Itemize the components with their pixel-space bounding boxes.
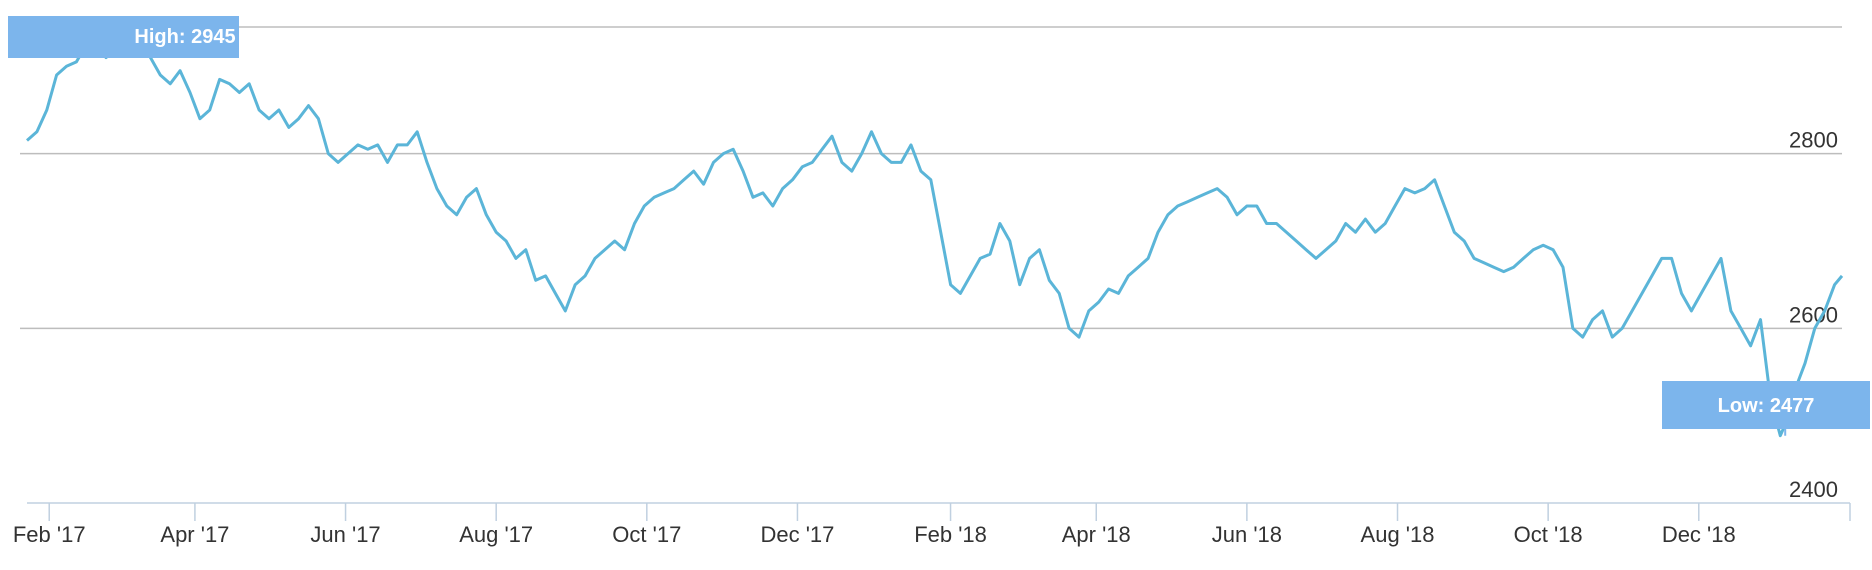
x-tick-label: Aug '18 (1361, 522, 1435, 547)
y-tick-label: 2800 (1789, 128, 1838, 153)
x-tick-label: Aug '17 (459, 522, 533, 547)
x-tick-label: Feb '18 (914, 522, 987, 547)
price-series-line (26, 25, 1844, 438)
x-tick-label: Dec '17 (760, 522, 834, 547)
x-tick-label: Dec '18 (1662, 522, 1736, 547)
y-axis-labels: 2400 2600 2800 (1789, 128, 1838, 502)
x-tick-label: Oct '17 (612, 522, 681, 547)
x-tick-label: Jun '17 (310, 522, 380, 547)
low-flag-label: Low: 2477 (1718, 395, 1815, 417)
x-tick-label: Apr '17 (160, 522, 229, 547)
low-flag-box (1662, 381, 1870, 429)
x-tick-label: Oct '18 (1514, 522, 1583, 547)
grid-lines (20, 26, 1842, 330)
y-tick-label: 2600 (1789, 302, 1838, 327)
high-flag: High: 2945 (8, 16, 239, 58)
high-flag-label: High: 2945 (134, 26, 235, 48)
x-tick-label: Feb '17 (13, 522, 86, 547)
low-flag: Low: 2477 (1662, 381, 1870, 436)
x-axis: Feb '17 Apr '17 Jun '17 Aug '17 Oct '17 Dec '… (13, 502, 1851, 547)
y-tick-label: 2400 (1789, 477, 1838, 502)
x-tick-label: Jun '18 (1212, 522, 1282, 547)
high-flag-box (8, 16, 239, 58)
x-tick-label: Apr '18 (1062, 522, 1131, 547)
